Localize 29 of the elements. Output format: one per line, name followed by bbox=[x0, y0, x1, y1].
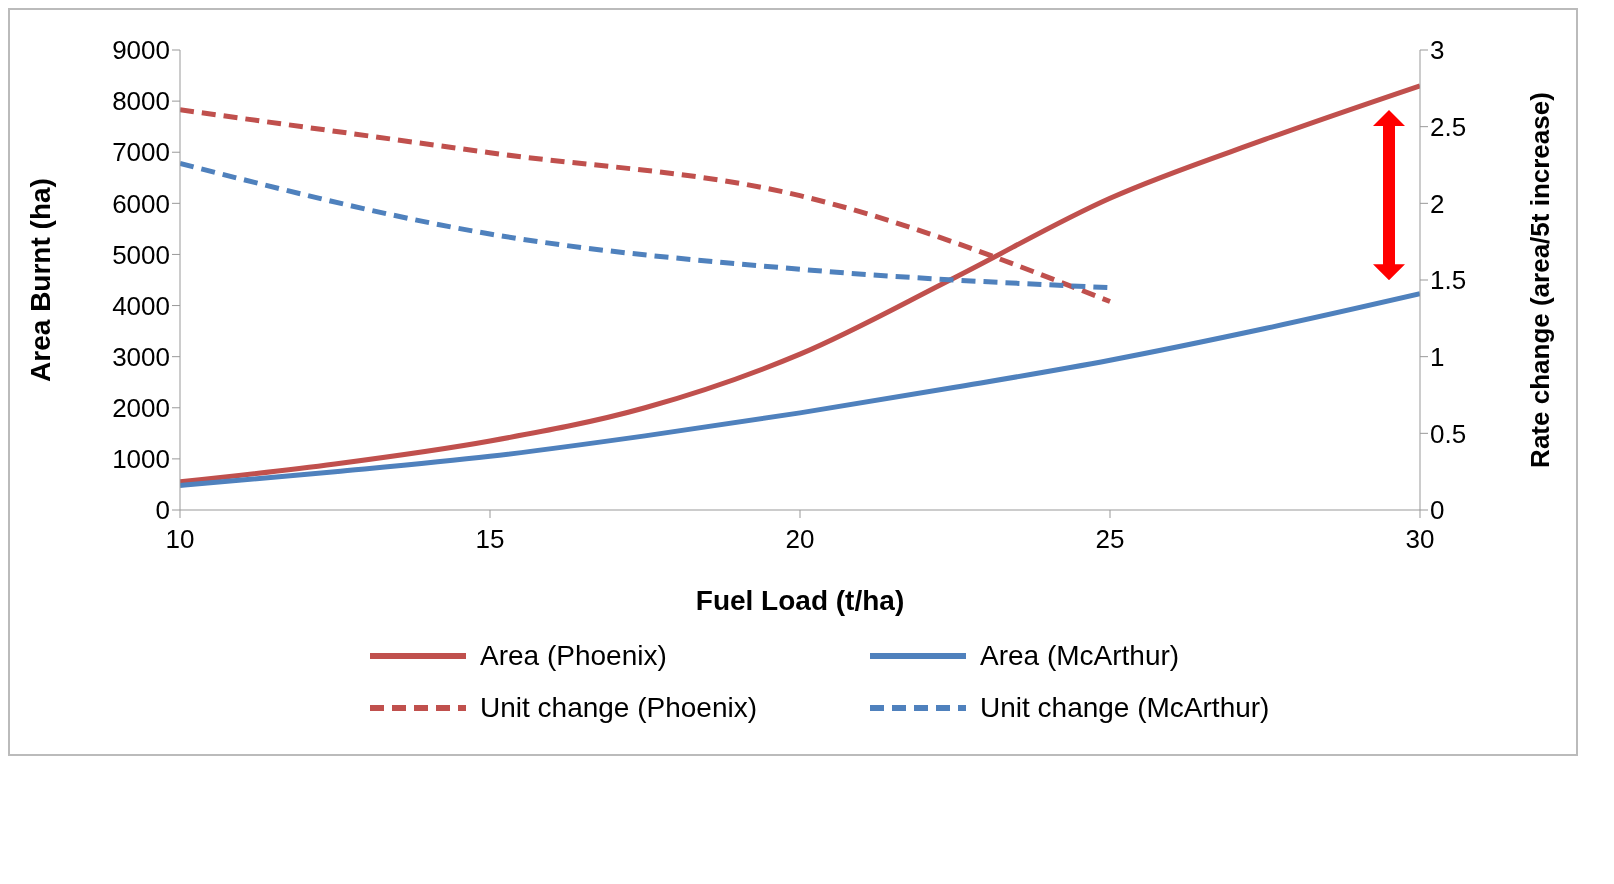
y2-tick-label: 2.5 bbox=[1430, 111, 1467, 142]
y-tick-label: 2000 bbox=[112, 393, 170, 424]
y-tick-label: 7000 bbox=[112, 137, 170, 168]
legend-label: Area (Phoenix) bbox=[480, 640, 667, 672]
y-tick-label: 3000 bbox=[112, 341, 170, 372]
y-tick-label: 8000 bbox=[112, 86, 170, 117]
x-tick-label: 30 bbox=[1405, 524, 1435, 555]
x-tick-label: 15 bbox=[475, 524, 505, 555]
y-tick-label: 1000 bbox=[112, 444, 170, 475]
legend-label: Area (McArthur) bbox=[980, 640, 1180, 672]
y-tick-label: 6000 bbox=[112, 188, 170, 219]
y2-tick-label: 1 bbox=[1430, 341, 1445, 372]
y-tick-label: 5000 bbox=[112, 239, 170, 270]
y-tick-label: 4000 bbox=[112, 290, 170, 321]
y2-tick-label: 1.5 bbox=[1430, 265, 1467, 296]
y2-tick-label: 2 bbox=[1430, 188, 1445, 219]
y2-tick-label: 0.5 bbox=[1430, 418, 1467, 449]
x-tick-label: 20 bbox=[785, 524, 815, 555]
y-tick-label: 0 bbox=[155, 495, 170, 526]
y-tick-label: 9000 bbox=[112, 35, 170, 66]
x-tick-label: 10 bbox=[165, 524, 195, 555]
y2-tick-label: 0 bbox=[1430, 495, 1445, 526]
y-axis-title: Area Burnt (ha) bbox=[24, 178, 56, 382]
y2-tick-label: 3 bbox=[1430, 35, 1445, 66]
legend-label: Unit change (Phoenix) bbox=[480, 692, 758, 724]
x-axis-title: Fuel Load (t/ha) bbox=[695, 585, 905, 616]
x-tick-label: 25 bbox=[1095, 524, 1125, 555]
y2-axis-title: Rate change (area/5t increase) bbox=[1525, 92, 1556, 468]
legend-label: Unit change (McArthur) bbox=[980, 692, 1270, 724]
